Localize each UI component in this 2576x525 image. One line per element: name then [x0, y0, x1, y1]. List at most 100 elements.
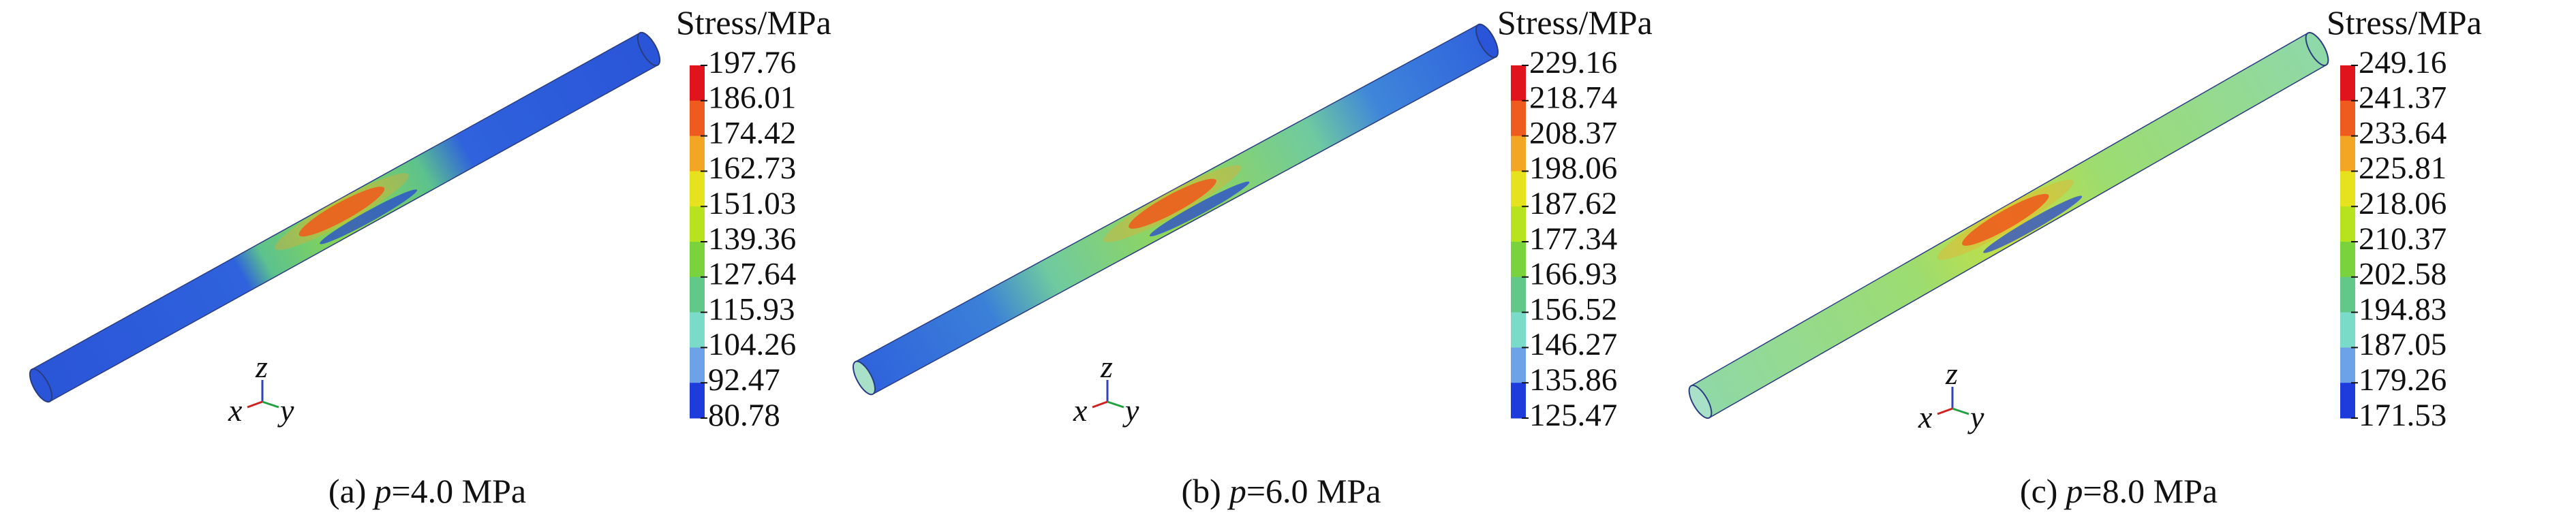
pipe: [1688, 31, 2329, 419]
legend-label: 151.03: [708, 186, 796, 221]
axis-arrow: [247, 400, 263, 409]
legend-title: Stress/MPa: [676, 3, 831, 42]
pipe-end: [1475, 23, 1499, 59]
legend-label: 162.73: [708, 150, 796, 186]
caption: (b) p=6.0 MPa: [1182, 472, 1381, 510]
legend-label: 233.64: [2359, 115, 2447, 150]
legend-label: 115.93: [708, 291, 795, 327]
legend-label: 210.37: [2359, 221, 2447, 257]
axis-label: z: [1945, 356, 1958, 391]
legend-label: 187.05: [2359, 327, 2447, 362]
cold-spot: [1983, 195, 2083, 253]
legend-label: 249.16: [2359, 45, 2447, 80]
colorbar-band: [690, 136, 705, 172]
axis-arrow: [1092, 400, 1108, 409]
legend-label: 127.64: [708, 257, 796, 292]
colorbar-band: [690, 383, 705, 419]
caption-value: =4.0 MPa: [391, 472, 526, 510]
panel: Stress/MPa229.16218.74208.37198.06187.62…: [853, 3, 1653, 510]
legend-label: 179.26: [2359, 362, 2447, 398]
legend-label: 125.47: [1529, 398, 1617, 433]
panel: Stress/MPa249.16241.37233.64225.81218.06…: [1688, 3, 2482, 510]
colorbar-band: [1511, 65, 1526, 101]
caption-variable: p: [372, 472, 391, 510]
colorbar-band: [690, 65, 705, 101]
colorbar-band: [690, 171, 705, 207]
pipe-end: [853, 360, 876, 396]
colorbar-band: [1511, 206, 1526, 242]
colorbar-band: [1511, 276, 1526, 313]
colorbar-band: [2340, 136, 2355, 172]
colorbar-band: [1511, 100, 1526, 137]
colorbar-band: [2340, 242, 2355, 278]
colorbar-band: [1511, 312, 1526, 348]
colorbar-band: [690, 242, 705, 278]
colorbar-band: [690, 206, 705, 242]
legend-label: 92.47: [708, 362, 780, 398]
axis-arrow: [1937, 407, 1953, 415]
caption-value: =8.0 MPa: [2083, 472, 2218, 510]
legend-label: 174.42: [708, 115, 796, 150]
panel: Stress/MPa197.76186.01174.42162.73151.03…: [29, 3, 831, 510]
legend-title: Stress/MPa: [2327, 3, 2482, 42]
colorbar-band: [1511, 347, 1526, 383]
caption-label: (c): [2020, 472, 2058, 510]
colorbar-band: [2340, 347, 2355, 383]
legend-label: 104.26: [708, 327, 796, 362]
pipe-end: [637, 31, 661, 67]
axis-arrow: [1107, 400, 1124, 409]
caption-label: (a): [328, 472, 367, 510]
colorbar-band: [2340, 100, 2355, 137]
legend-label: 229.16: [1529, 45, 1617, 80]
legend-label: 225.81: [2359, 150, 2447, 186]
axis-label: x: [1073, 393, 1088, 428]
colorbar-band: [1511, 242, 1526, 278]
legend-label: 171.53: [2359, 398, 2447, 433]
hot-spot: [1129, 178, 1216, 229]
legend-label: 208.37: [1529, 115, 1617, 150]
pipe-end: [1688, 384, 1713, 419]
axis-label: x: [1918, 400, 1933, 434]
hot-halo: [1937, 179, 2074, 260]
cold-spot: [1149, 181, 1250, 237]
legend-label: 80.78: [708, 398, 780, 433]
colorbar-band: [690, 100, 705, 137]
hot-spot: [298, 187, 385, 237]
colorbar-band: [2340, 206, 2355, 242]
colorbar-band: [1511, 383, 1526, 419]
colorbar-band: [2340, 171, 2355, 207]
colorbar-band: [690, 347, 705, 383]
pipe-end: [2305, 31, 2329, 67]
pipe: [29, 31, 661, 403]
hot-halo: [274, 173, 409, 251]
legend-label: 135.86: [1529, 362, 1617, 398]
legend-label: 156.52: [1529, 291, 1617, 327]
legend-label: 218.74: [1529, 80, 1617, 116]
caption-label: (b): [1182, 472, 1221, 510]
axis-label: y: [1967, 400, 1984, 434]
caption-variable: p: [2064, 472, 2083, 510]
colorbar-band: [2340, 383, 2355, 419]
hot-halo: [1103, 165, 1242, 242]
colorbar-band: [2340, 65, 2355, 101]
legend-title: Stress/MPa: [1497, 3, 1653, 42]
legend-label: 139.36: [708, 221, 796, 257]
legend-label: 166.93: [1529, 257, 1617, 292]
legend-label: 194.83: [2359, 291, 2447, 327]
colorbar-band: [690, 312, 705, 348]
legend-label: 146.27: [1529, 327, 1617, 362]
legend-label: 177.34: [1529, 221, 1617, 257]
caption: (c) p=8.0 MPa: [2020, 472, 2218, 510]
axis-label: y: [277, 393, 294, 428]
caption-value: =6.0 MPa: [1246, 472, 1381, 510]
colorbar-band: [690, 276, 705, 313]
cold-spot: [320, 189, 418, 244]
pipe: [853, 23, 1499, 396]
legend-label: 241.37: [2359, 80, 2447, 116]
legend-label: 187.62: [1529, 186, 1617, 221]
axis-label: z: [1100, 349, 1113, 384]
legend-label: 186.01: [708, 80, 796, 116]
colorbar-band: [1511, 136, 1526, 172]
colorbar-band: [1511, 171, 1526, 207]
